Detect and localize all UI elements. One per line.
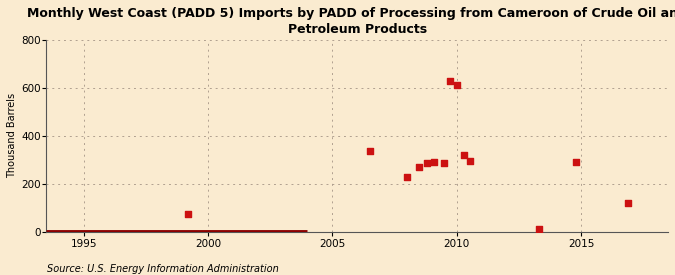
Point <box>402 174 412 179</box>
Y-axis label: Thousand Barrels: Thousand Barrels <box>7 93 17 178</box>
Point <box>429 160 439 164</box>
Point <box>421 161 432 166</box>
Point <box>570 160 581 164</box>
Title: Monthly West Coast (PADD 5) Imports by PADD of Processing from Cameroon of Crude: Monthly West Coast (PADD 5) Imports by P… <box>27 7 675 36</box>
Point <box>459 153 470 157</box>
Point <box>445 78 456 83</box>
Point <box>623 201 634 205</box>
Point <box>465 159 476 163</box>
Point <box>183 212 194 216</box>
Point <box>533 227 544 232</box>
Point <box>414 165 425 169</box>
Text: Source: U.S. Energy Information Administration: Source: U.S. Energy Information Administ… <box>47 264 279 274</box>
Point <box>439 161 450 166</box>
Point <box>452 83 462 88</box>
Point <box>364 149 375 154</box>
